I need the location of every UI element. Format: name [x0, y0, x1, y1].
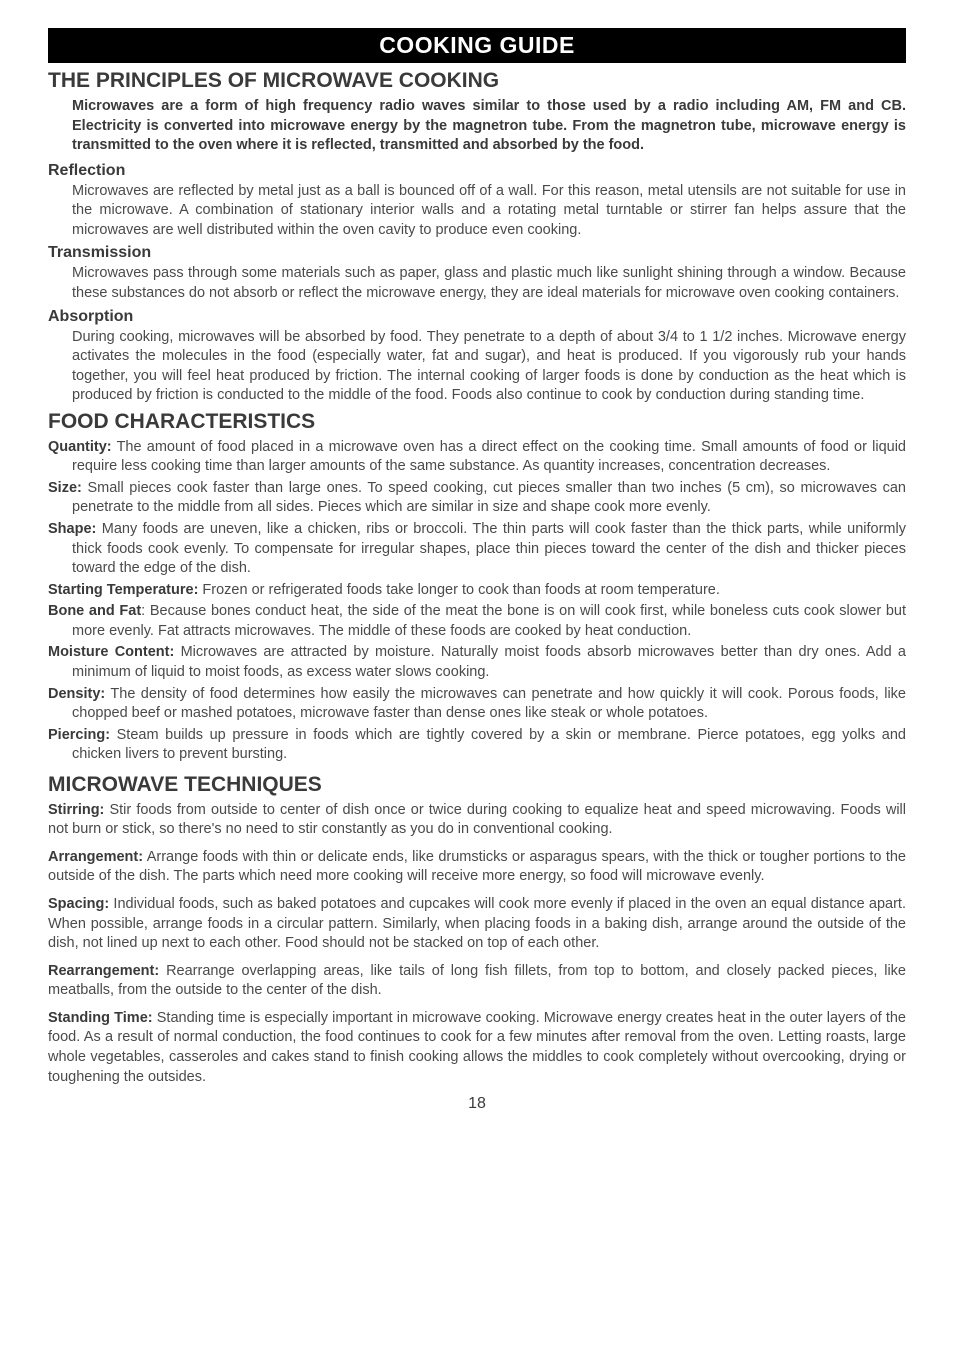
- characteristics-title: FOOD CHARACTERISTICS: [48, 410, 906, 434]
- characteristics-list: Quantity: The amount of food placed in a…: [48, 438, 906, 765]
- char-item: Piercing: Steam builds up pressure in fo…: [48, 726, 906, 765]
- char-item: Bone and Fat: Because bones conduct heat…: [48, 602, 906, 641]
- tech-item-lead: Rearrangement:: [48, 963, 159, 979]
- absorption-body: During cooking, microwaves will be absor…: [72, 328, 906, 406]
- char-item-body: Frozen or refrigerated foods take longer…: [198, 582, 719, 598]
- char-item-body: Many foods are uneven, like a chicken, r…: [72, 521, 906, 576]
- page-number: 18: [48, 1095, 906, 1113]
- techniques-list: Stirring: Stir foods from outside to cen…: [48, 801, 906, 1087]
- tech-item-lead: Stirring:: [48, 802, 104, 818]
- char-item-body: Small pieces cook faster than large ones…: [72, 480, 906, 516]
- char-item-body: : Because bones conduct heat, the side o…: [72, 603, 906, 639]
- principles-title: THE PRINCIPLES OF MICROWAVE COOKING: [48, 69, 906, 93]
- char-item: Size: Small pieces cook faster than larg…: [48, 479, 906, 518]
- char-item-body: The amount of food placed in a microwave…: [72, 439, 906, 475]
- tech-item-body: Stir foods from outside to center of dis…: [48, 802, 906, 838]
- char-item-lead: Starting Temperature:: [48, 582, 198, 598]
- char-item-lead: Moisture Content:: [48, 644, 174, 660]
- tech-item: Spacing: Individual foods, such as baked…: [48, 895, 906, 954]
- char-item-body: Microwaves are attracted by moisture. Na…: [72, 644, 906, 680]
- char-item-lead: Bone and Fat: [48, 603, 141, 619]
- char-item-lead: Size:: [48, 480, 82, 496]
- char-item: Shape: Many foods are uneven, like a chi…: [48, 520, 906, 579]
- char-item-body: Steam builds up pressure in foods which …: [72, 727, 906, 763]
- reflection-body: Microwaves are reflected by metal just a…: [72, 182, 906, 241]
- tech-item: Standing Time: Standing time is especial…: [48, 1009, 906, 1087]
- tech-item-body: Standing time is especially important in…: [48, 1010, 906, 1085]
- char-item: Moisture Content: Microwaves are attract…: [48, 643, 906, 682]
- char-item-lead: Shape:: [48, 521, 96, 537]
- char-item: Quantity: The amount of food placed in a…: [48, 438, 906, 477]
- tech-item-body: Arrange foods with thin or delicate ends…: [48, 849, 906, 885]
- char-item: Density: The density of food determines …: [48, 685, 906, 724]
- char-item-lead: Piercing:: [48, 727, 110, 743]
- char-item-lead: Density:: [48, 686, 105, 702]
- tech-item: Rearrangement: Rearrange overlapping are…: [48, 962, 906, 1001]
- reflection-head: Reflection: [48, 162, 906, 180]
- principles-intro: Microwaves are a form of high frequency …: [72, 97, 906, 156]
- tech-item: Stirring: Stir foods from outside to cen…: [48, 801, 906, 840]
- tech-item-body: Rearrange overlapping areas, like tails …: [48, 963, 906, 999]
- transmission-body: Microwaves pass through some materials s…: [72, 264, 906, 303]
- char-item-body: The density of food determines how easil…: [72, 686, 906, 722]
- banner-title: COOKING GUIDE: [48, 28, 906, 63]
- char-item: Starting Temperature: Frozen or refriger…: [48, 581, 906, 601]
- transmission-head: Transmission: [48, 244, 906, 262]
- tech-item-body: Individual foods, such as baked potatoes…: [48, 896, 906, 951]
- tech-item-lead: Arrangement:: [48, 849, 143, 865]
- absorption-head: Absorption: [48, 308, 906, 326]
- tech-item-lead: Spacing:: [48, 896, 109, 912]
- char-item-lead: Quantity:: [48, 439, 112, 455]
- tech-item: Arrangement: Arrange foods with thin or …: [48, 848, 906, 887]
- tech-item-lead: Standing Time:: [48, 1010, 153, 1026]
- techniques-title: MICROWAVE TECHNIQUES: [48, 773, 906, 797]
